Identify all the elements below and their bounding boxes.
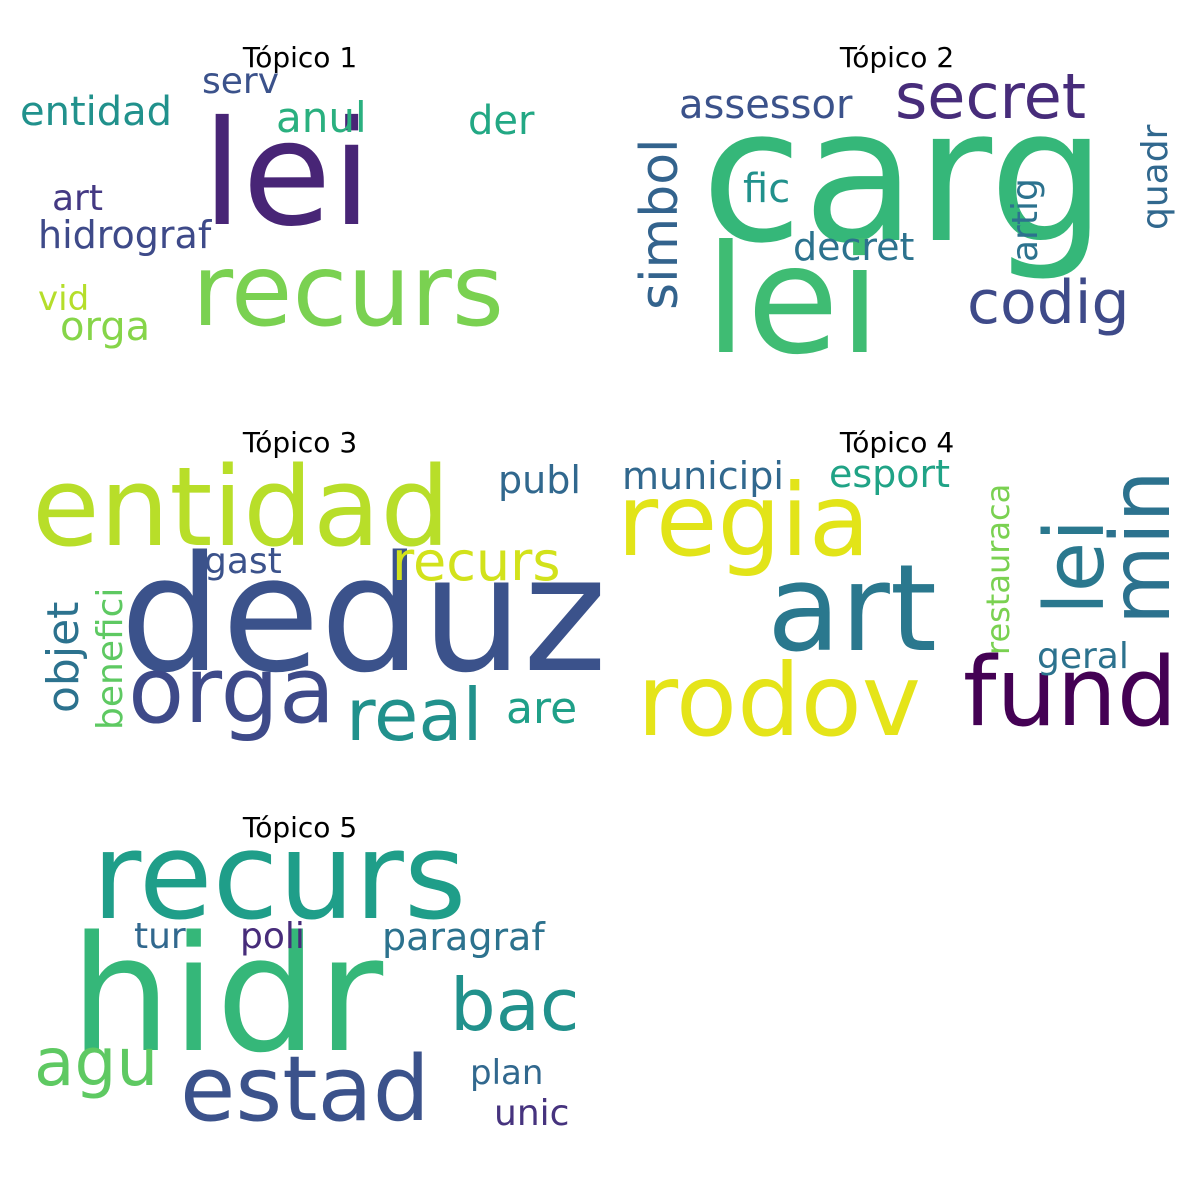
- cloud-word: lei: [1028, 519, 1123, 615]
- word-cloud: lei recurs entidad serv anul der art hid…: [20, 61, 535, 350]
- cloud-word: paragraf: [382, 915, 546, 959]
- cloud-word: municipi: [622, 454, 784, 498]
- cloud-word: orga: [128, 637, 335, 744]
- cloud-word: artig: [1005, 178, 1046, 262]
- cloud-word: decret: [793, 225, 914, 269]
- panel-title: Tópico 3: [242, 426, 358, 459]
- cloud-word: gast: [204, 541, 282, 582]
- cloud-word: codig: [967, 268, 1130, 338]
- cloud-word: plan: [470, 1053, 543, 1093]
- topic-panel-2: Tópico 2 carg lei secret assessor simbol…: [617, 40, 1177, 420]
- cloud-word: assessor: [679, 82, 853, 128]
- cloud-word: publ: [498, 458, 581, 502]
- cloud-word: simbol: [630, 139, 690, 310]
- cloud-word: esport: [829, 452, 950, 496]
- cloud-word: orga: [60, 304, 150, 350]
- word-cloud: carg lei secret assessor simbol fic decr…: [630, 60, 1176, 388]
- cloud-word: tur: [134, 916, 186, 957]
- panel-title: Tópico 1: [242, 41, 358, 74]
- cloud-word: entidad: [20, 89, 172, 135]
- panel-title: Tópico 5: [242, 811, 358, 844]
- cloud-word: art: [767, 540, 937, 679]
- cloud-word: agu: [34, 1024, 158, 1101]
- cloud-word: bac: [450, 963, 579, 1047]
- cloud-word: min: [1094, 470, 1189, 625]
- topic-panel-3: Tópico 3 entidad deduz orga real recurs …: [20, 425, 607, 805]
- topic-panel-4: Tópico 4 regia art rodov fund lei min mu…: [617, 425, 1189, 805]
- cloud-word: fund: [963, 638, 1177, 748]
- cloud-word: are: [506, 683, 577, 734]
- word-cloud: recurs hidr estad bac agu tur poli parag…: [34, 808, 579, 1142]
- cloud-word: regia: [617, 462, 870, 579]
- word-cloud: entidad deduz orga real recurs publ gast…: [32, 443, 607, 757]
- cloud-word: geral: [1037, 636, 1129, 677]
- cloud-word: quadr: [1135, 124, 1176, 230]
- cloud-word: entidad: [32, 443, 450, 571]
- cloud-word: recurs: [192, 232, 504, 349]
- cloud-word: lei: [705, 214, 881, 388]
- cloud-word: estad: [180, 1037, 430, 1142]
- topic-panel-1: Tópico 1 lei recurs entidad serv anul de…: [20, 40, 580, 420]
- cloud-word: benefici: [90, 588, 131, 730]
- topic-panel-5: Tópico 5 recurs hidr estad bac agu tur p…: [20, 808, 580, 1190]
- cloud-word: art: [52, 178, 103, 219]
- word-cloud: regia art rodov fund lei min municipi es…: [617, 452, 1189, 759]
- cloud-word: der: [468, 98, 535, 144]
- cloud-word: rodov: [637, 642, 921, 759]
- cloud-word: lei: [202, 90, 372, 259]
- cloud-word: hidrograf: [38, 213, 213, 257]
- panel-title: Tópico 2: [839, 41, 955, 74]
- cloud-word: hidr: [70, 901, 383, 1088]
- cloud-word: poli: [240, 916, 305, 957]
- cloud-word: recurs: [92, 808, 466, 947]
- cloud-word: objet: [38, 602, 89, 713]
- cloud-word: recurs: [392, 530, 561, 593]
- cloud-word: carg: [701, 68, 1106, 284]
- panel-title: Tópico 4: [839, 426, 955, 459]
- cloud-word: deduz: [120, 521, 607, 708]
- cloud-word: anul: [276, 93, 367, 142]
- cloud-word: secret: [895, 60, 1086, 133]
- cloud-word: fic: [743, 166, 790, 212]
- cloud-word: restauraca: [979, 484, 1017, 655]
- cloud-word: serv: [202, 61, 279, 102]
- cloud-word: unic: [494, 1093, 569, 1134]
- cloud-word: vid: [38, 279, 89, 319]
- cloud-word: real: [346, 673, 482, 757]
